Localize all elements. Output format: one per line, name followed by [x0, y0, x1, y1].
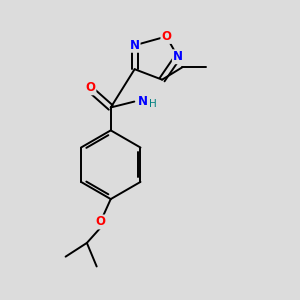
Text: O: O [95, 215, 105, 229]
Text: N: N [137, 95, 148, 108]
Text: O: O [161, 30, 171, 43]
Text: N: N [130, 39, 140, 52]
Text: O: O [85, 81, 95, 94]
Text: N: N [173, 50, 183, 63]
Text: H: H [149, 99, 157, 109]
